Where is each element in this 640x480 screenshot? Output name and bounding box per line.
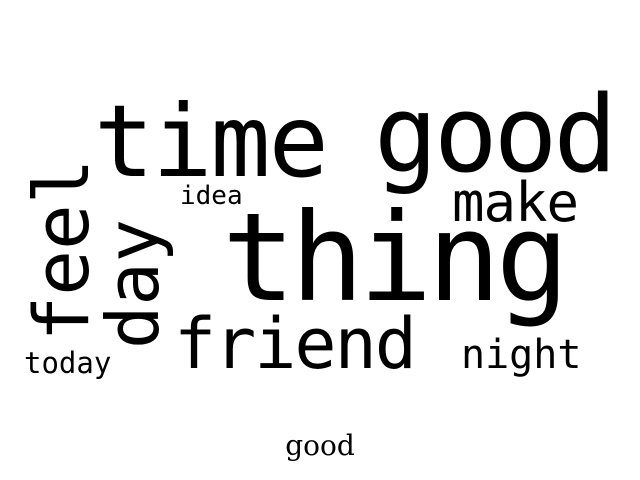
word-friend: friend — [174, 303, 417, 385]
caption-text: good — [285, 429, 355, 462]
word-feel: feel — [17, 158, 106, 342]
word-today: today — [24, 346, 112, 380]
word-night: night — [461, 332, 582, 378]
word-idea: idea — [180, 181, 243, 211]
word-time: time — [94, 83, 329, 200]
word-make: make — [452, 171, 579, 234]
word-cloud: time good make idea thing friend night t… — [17, 73, 617, 385]
word-day: day — [91, 218, 175, 350]
word-good: good — [374, 73, 617, 196]
word-thing: thing — [222, 187, 569, 329]
